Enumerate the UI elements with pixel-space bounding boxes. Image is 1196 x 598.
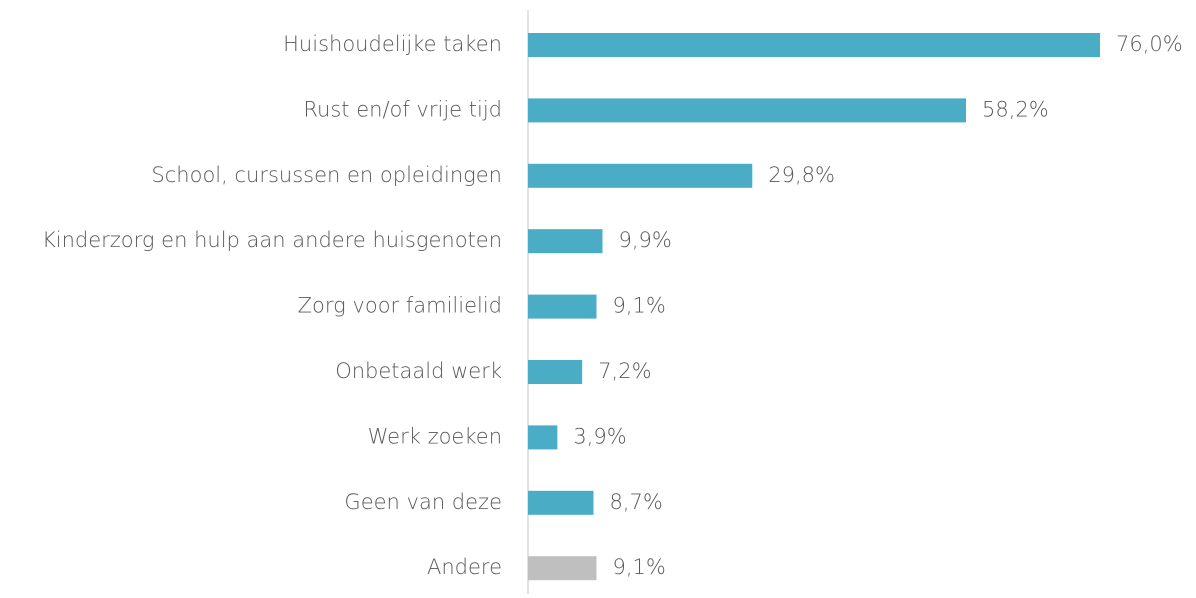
value-label: 3,9% — [573, 424, 626, 448]
bar — [528, 490, 594, 515]
value-label: 8,7% — [609, 490, 662, 514]
bar — [528, 556, 597, 581]
category-label: Andere — [427, 555, 502, 579]
category-label: Rust en/of vrije tijd — [303, 97, 502, 121]
value-label: 29,8% — [768, 163, 835, 187]
category-label: Zorg voor familielid — [298, 294, 502, 318]
bar — [528, 360, 583, 384]
value-label: 7,2% — [598, 359, 651, 383]
value-label: 58,2% — [982, 97, 1049, 121]
bar — [528, 294, 597, 319]
bar — [528, 425, 558, 450]
bar — [528, 163, 753, 188]
value-label: 9,1% — [612, 555, 665, 579]
bar — [528, 98, 967, 123]
value-label: 9,9% — [619, 228, 672, 252]
category-label: Kinderzorg en hulp aan andere huisgenote… — [42, 228, 502, 252]
value-label: 9,1% — [612, 294, 665, 318]
bar — [528, 229, 603, 254]
category-label: Huishoudelijke taken — [283, 32, 502, 56]
bar — [528, 33, 1100, 57]
category-label: Geen van deze — [344, 490, 502, 514]
value-label: 76,0% — [1116, 32, 1183, 56]
category-label: School, cursussen en opleidingen — [151, 163, 502, 187]
category-label: Werk zoeken — [368, 424, 502, 448]
category-label: Onbetaald werk — [335, 359, 502, 383]
